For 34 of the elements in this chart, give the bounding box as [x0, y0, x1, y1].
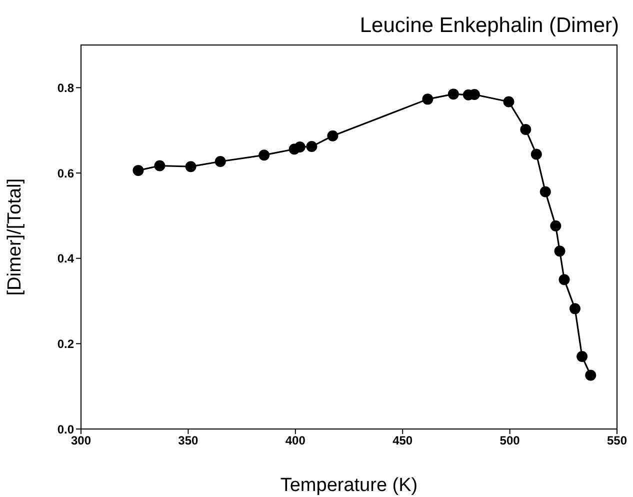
y-tick-label: 0.4 — [57, 252, 74, 266]
y-axis-title: [Dimer]/[Total] — [4, 178, 26, 296]
point — [540, 186, 551, 198]
point — [154, 160, 166, 172]
y-tick-label: 0.0 — [57, 422, 74, 436]
point — [569, 303, 580, 314]
x-tick-label: 500 — [500, 434, 520, 448]
x-tick-label: 300 — [70, 434, 92, 448]
point — [448, 88, 459, 100]
point — [503, 96, 514, 108]
point — [558, 274, 570, 286]
point — [520, 124, 532, 135]
x-axis-title: Temperature (K) — [280, 475, 418, 496]
chart-title: Leucine Enkephalin (Dimer) — [360, 14, 619, 38]
y-tick-label: 0.2 — [57, 336, 74, 351]
y-tick-label: 0.8 — [57, 80, 74, 95]
point — [550, 220, 562, 232]
x-tick-label: 350 — [178, 434, 199, 448]
point — [185, 161, 196, 172]
point — [306, 141, 318, 152]
point — [258, 150, 270, 161]
x-tick-label: 450 — [392, 434, 413, 448]
x-tick-label: 550 — [606, 434, 628, 448]
point — [554, 246, 566, 257]
point — [294, 141, 306, 152]
point — [132, 164, 144, 176]
point — [576, 350, 588, 362]
x-tick-label: 400 — [285, 434, 306, 448]
point — [585, 370, 596, 381]
point — [530, 148, 542, 160]
point — [422, 94, 434, 105]
y-tick-label: 0.6 — [57, 166, 74, 180]
point — [327, 130, 338, 142]
point — [214, 156, 226, 167]
